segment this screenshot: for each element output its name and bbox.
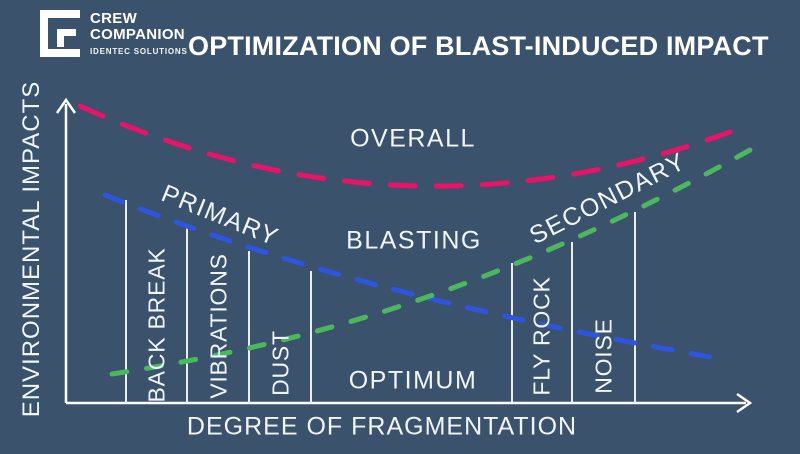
- y-axis-arrow-icon: [55, 97, 77, 114]
- page-title: OPTIMIZATION OF BLAST-INDUCED IMPACT: [188, 31, 769, 61]
- x-axis-label: DEGREE OF FRAGMENTATION: [186, 412, 578, 441]
- region-label-fly-rock: FLY ROCK: [528, 276, 555, 396]
- y-axis-label: ENVIRONMENTAL IMPACTS: [18, 80, 45, 418]
- brand-name-line2: COMPANION: [90, 26, 185, 43]
- region-label-vibrations: VIBRATIONS: [205, 253, 232, 399]
- secondary-blasting-curve: [109, 147, 753, 377]
- brand-logo: CREW COMPANION IDENTEC SOLUTIONS: [40, 10, 188, 57]
- x-axis-arrow-icon: [736, 392, 753, 414]
- brand-subtitle: IDENTEC SOLUTIONS: [90, 47, 188, 56]
- brand-logo-text: CREW COMPANION IDENTEC SOLUTIONS: [90, 10, 188, 57]
- region-label-noise: NOISE: [590, 318, 617, 394]
- brand-name-line1: CREW: [90, 10, 138, 27]
- region-label-back-break: BACK BREAK: [143, 247, 170, 403]
- crew-companion-logo-icon: [40, 10, 80, 57]
- optimum-region-label: OPTIMUM: [348, 366, 478, 395]
- overall-impact-curve: [77, 103, 733, 189]
- primary-blasting-curve: [102, 192, 713, 360]
- blasting-curve-label: BLASTING: [346, 226, 482, 255]
- overall-curve-label: OVERALL: [350, 124, 476, 153]
- region-label-dust: DUST: [267, 330, 294, 396]
